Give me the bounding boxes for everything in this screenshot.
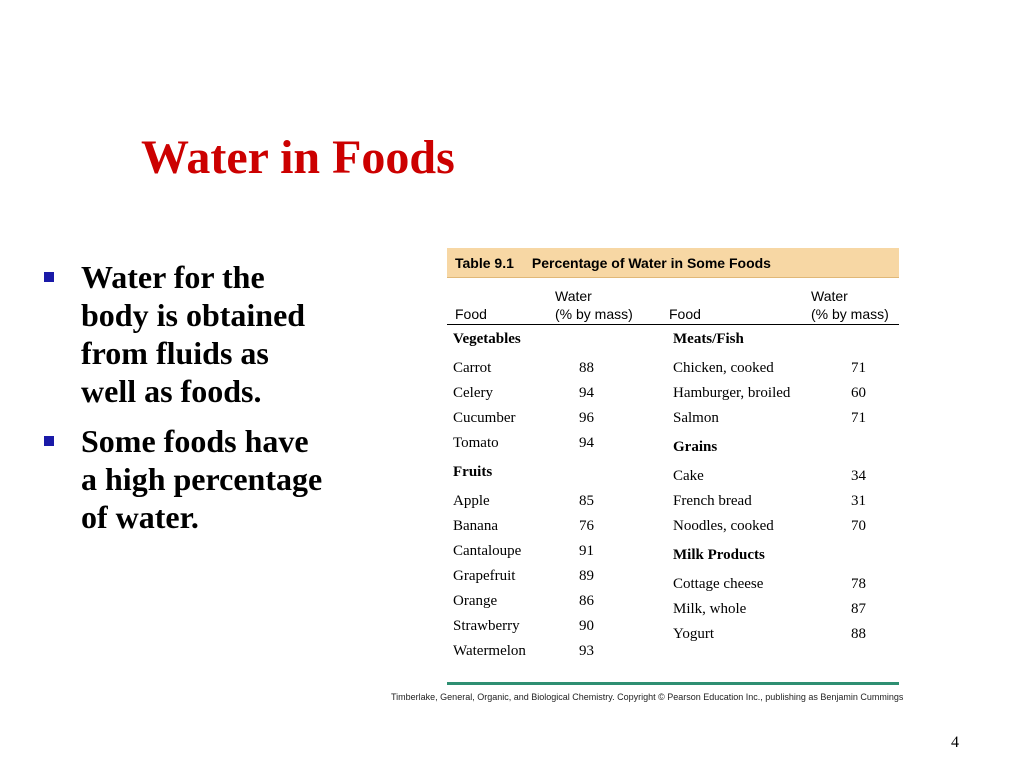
food-name: Banana: [453, 518, 498, 534]
slide-title: Water in Foods: [141, 131, 455, 184]
category-label: Vegetables: [453, 331, 521, 347]
water-percent: 91: [579, 543, 594, 559]
page-number: 4: [951, 734, 959, 751]
food-name: Strawberry: [453, 618, 520, 634]
water-percent: 96: [579, 410, 594, 426]
food-name: Carrot: [453, 360, 492, 376]
bullet-item: Water for the body is obtained from flui…: [44, 258, 344, 410]
food-name: Orange: [453, 593, 498, 609]
water-percent: 94: [579, 385, 594, 401]
category-label: Fruits: [453, 464, 493, 480]
water-table: Table 9.1 Percentage of Water in Some Fo…: [447, 248, 899, 685]
square-bullet-icon: [44, 436, 54, 446]
header-water-right-1: Water: [811, 288, 848, 304]
table-number: Table 9.1: [455, 254, 514, 271]
bullet-list: Water for the body is obtained from flui…: [44, 258, 344, 548]
water-percent: 94: [579, 435, 594, 451]
header-food-right: Food: [669, 306, 701, 322]
header-water-right-2: (% by mass): [811, 306, 889, 322]
food-name: Cucumber: [453, 410, 516, 426]
category-label: Grains: [673, 439, 718, 455]
water-percent: 70: [851, 518, 866, 534]
header-water-left-2: (% by mass): [555, 306, 633, 322]
food-name: Hamburger, broiled: [673, 385, 791, 401]
water-percent: 88: [579, 360, 594, 376]
water-percent: 71: [851, 410, 866, 426]
food-name: Cake: [673, 468, 704, 484]
water-percent: 86: [579, 593, 594, 609]
square-bullet-icon: [44, 272, 54, 282]
food-name: Noodles, cooked: [673, 518, 774, 534]
bullet-item: Some foods have a high percentage of wat…: [44, 422, 344, 536]
table-bottom-rule: [447, 682, 899, 685]
food-name: Milk, whole: [673, 601, 747, 617]
food-name: French bread: [673, 493, 752, 509]
food-name: Apple: [453, 493, 490, 509]
water-percent: 93: [579, 643, 594, 659]
table-body: Vegetables Carrot 88 Celery 94 Cucumber 96 Toma…: [447, 325, 899, 683]
food-name: Grapefruit: [453, 568, 516, 584]
food-name: Watermelon: [453, 643, 526, 659]
food-name: Chicken, cooked: [673, 360, 774, 376]
water-percent: 88: [851, 626, 866, 642]
water-percent: 31: [851, 493, 866, 509]
table-title-bar: Table 9.1 Percentage of Water in Some Fo…: [447, 248, 899, 278]
category-label: Meats/Fish: [673, 331, 744, 347]
water-percent: 78: [851, 576, 866, 592]
food-name: Tomato: [453, 435, 499, 451]
water-percent: 89: [579, 568, 594, 584]
bullet-text: Water for the body is obtained from flui…: [81, 259, 306, 409]
table-caption: Percentage of Water in Some Foods: [531, 254, 771, 271]
water-percent: 60: [851, 385, 866, 401]
header-water-left-1: Water: [555, 288, 592, 304]
water-percent: 90: [579, 618, 594, 634]
header-food-left: Food: [455, 306, 487, 322]
water-percent: 76: [579, 518, 594, 534]
table-header: Food Water (% by mass) Food Water (% by …: [447, 278, 899, 325]
water-percent: 87: [851, 601, 866, 617]
source-credit: Timberlake, General, Organic, and Biolog…: [391, 692, 904, 702]
food-name: Celery: [453, 385, 493, 401]
bullet-text: Some foods have a high percentage of wat…: [81, 423, 323, 535]
food-name: Cottage cheese: [673, 576, 764, 592]
food-name: Yogurt: [673, 626, 714, 642]
food-name: Cantaloupe: [453, 543, 522, 559]
food-name: Salmon: [673, 410, 719, 426]
water-percent: 34: [851, 468, 866, 484]
water-percent: 85: [579, 493, 594, 509]
water-percent: 71: [851, 360, 866, 376]
category-label: Milk Products: [673, 547, 765, 563]
